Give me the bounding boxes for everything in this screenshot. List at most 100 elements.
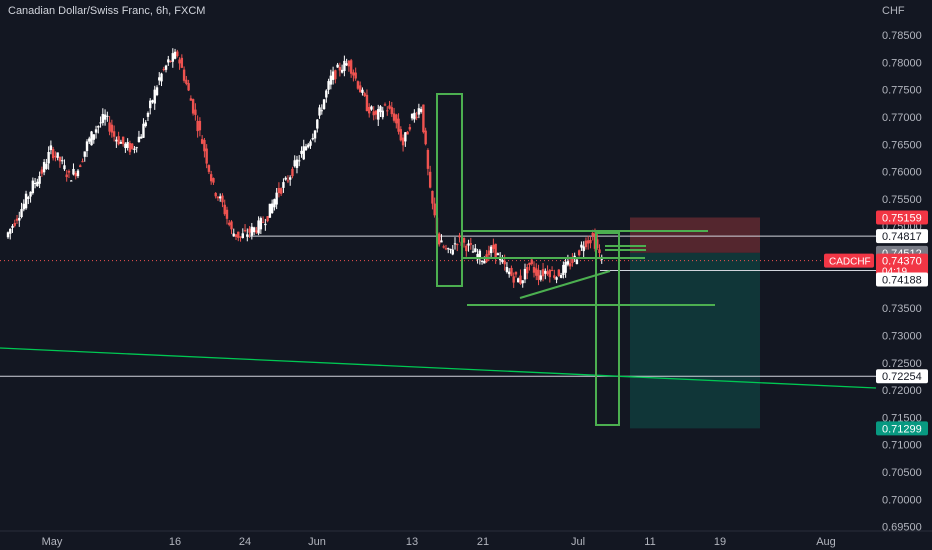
- candle-body: [255, 230, 258, 233]
- candle-body: [494, 243, 497, 258]
- candle-body: [42, 162, 46, 173]
- candle-body: [447, 248, 450, 250]
- x-axis-tick-label: 19: [714, 536, 726, 548]
- candle-body: [209, 174, 213, 182]
- candle-body: [593, 233, 597, 249]
- candle-body: [575, 259, 579, 265]
- candle-body: [11, 225, 14, 228]
- y-axis-tick-label: 0.72000: [882, 385, 922, 397]
- candle-body: [47, 151, 50, 164]
- candle-body: [471, 251, 475, 253]
- candle-body: [449, 248, 452, 250]
- candle-body: [169, 60, 172, 62]
- candle-body: [200, 139, 204, 144]
- candle-body: [286, 180, 290, 182]
- y-axis-tick-label: 0.73000: [882, 330, 922, 342]
- candle-body: [139, 136, 143, 139]
- candle-body: [557, 269, 561, 276]
- candle-body: [288, 177, 292, 180]
- lower-level-badge: 0.74188: [882, 275, 922, 287]
- symbol-badge-bg: [824, 253, 874, 268]
- candle-body: [325, 90, 328, 98]
- candle-body: [320, 110, 324, 112]
- candle-body: [539, 275, 542, 280]
- candle-body: [338, 67, 342, 71]
- candle-body: [76, 170, 80, 177]
- candle-body: [273, 199, 276, 208]
- candle-body: [368, 106, 371, 114]
- candle-body: [415, 116, 418, 118]
- candle-body: [456, 244, 459, 246]
- candle-body: [503, 260, 506, 265]
- candle-body: [239, 236, 242, 238]
- candle-body: [49, 145, 53, 151]
- candle-body: [478, 250, 482, 259]
- candle-body: [13, 222, 16, 226]
- candle-body: [589, 240, 592, 244]
- candle-body: [507, 271, 511, 275]
- candle-body: [555, 277, 558, 280]
- x-axis-tick-label: Aug: [816, 536, 836, 548]
- candle-body: [480, 260, 484, 262]
- candle-body: [584, 240, 588, 248]
- candle-body: [135, 147, 138, 149]
- candle-body: [428, 171, 432, 188]
- y-axis-tick-label: 0.71000: [882, 440, 922, 452]
- candle-body: [541, 269, 545, 277]
- candle-body: [530, 259, 533, 265]
- candle-body: [514, 271, 518, 275]
- current-price-badge-bg: [876, 253, 928, 276]
- candle-body: [489, 246, 493, 254]
- candle-body: [487, 250, 491, 256]
- candle-body: [180, 57, 184, 68]
- candle-body: [20, 209, 23, 218]
- candle-body: [117, 136, 120, 145]
- candle-body: [22, 203, 26, 210]
- y-axis-tick-label: 0.70000: [882, 494, 922, 506]
- candle-body: [223, 204, 226, 215]
- candle-body: [451, 249, 454, 255]
- candle-body: [230, 221, 233, 230]
- candle-body: [322, 99, 326, 110]
- candle-body: [377, 109, 380, 120]
- candle-body: [101, 114, 105, 123]
- x-axis-tick-label: Jun: [308, 536, 326, 548]
- candle-body: [137, 136, 141, 143]
- candle-body: [164, 65, 168, 70]
- candle-body: [331, 71, 335, 80]
- countdown-label: 04:19: [882, 267, 907, 278]
- y-axis-tick-label: 0.72500: [882, 358, 922, 370]
- candle-body: [347, 60, 351, 67]
- candle-body: [546, 271, 549, 275]
- candle-body: [365, 94, 369, 112]
- candle-body: [225, 209, 229, 219]
- candle-body: [437, 233, 441, 245]
- candle-body: [45, 163, 48, 169]
- candle-body: [241, 233, 244, 238]
- candle-body: [128, 143, 132, 153]
- candle-body: [349, 60, 353, 74]
- candle-body: [142, 123, 145, 138]
- candle-body: [291, 168, 294, 177]
- candle-body: [356, 81, 360, 89]
- take-profit-zone: [630, 252, 760, 429]
- candle-body: [363, 93, 366, 97]
- candle-body: [6, 232, 10, 238]
- candle-body: [532, 267, 536, 273]
- candle-body: [399, 129, 403, 141]
- candle-body: [523, 268, 527, 280]
- candle-body: [198, 120, 202, 131]
- candle-body: [191, 99, 195, 114]
- candle-body: [469, 243, 473, 245]
- candle-body: [586, 240, 590, 244]
- candle-body: [388, 105, 391, 109]
- candle-body: [18, 217, 21, 221]
- symbol-badge: CADCHF: [829, 257, 871, 268]
- candle-body: [108, 122, 111, 132]
- candle-body: [282, 182, 285, 188]
- candle-body: [103, 114, 107, 120]
- candle-body: [598, 249, 601, 254]
